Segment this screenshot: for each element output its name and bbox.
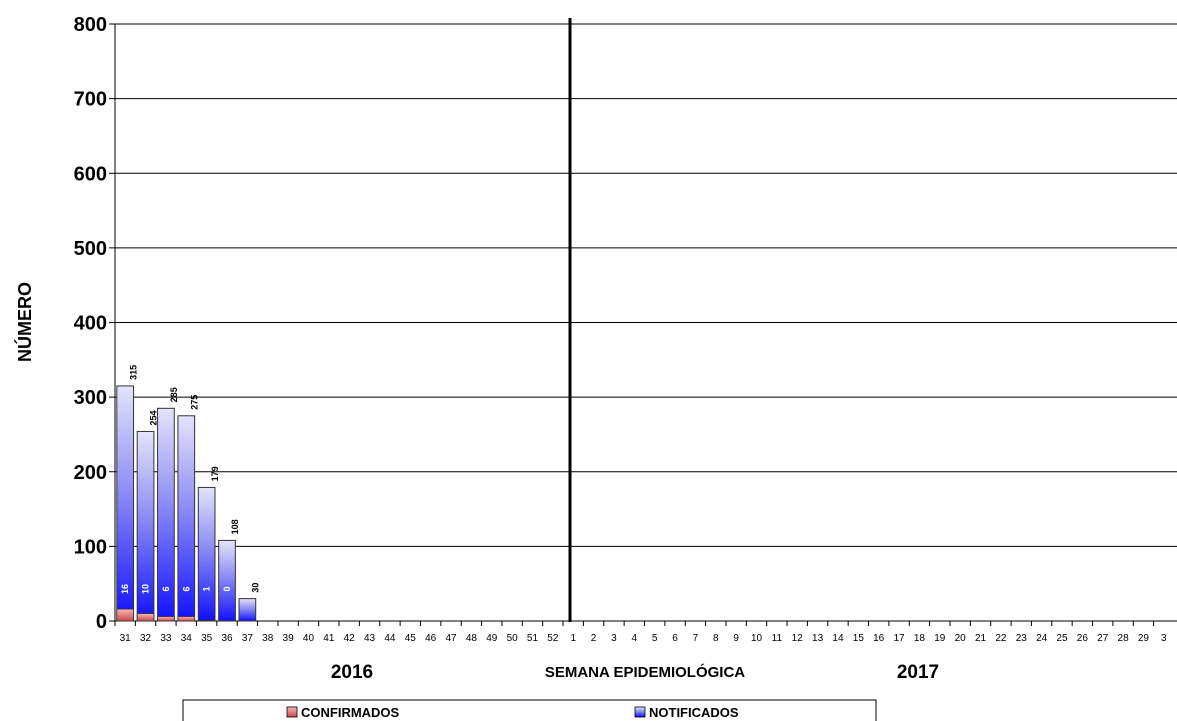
year-label-2017: 2017: [897, 662, 939, 683]
x-tick-label: 20: [955, 633, 967, 644]
data-label-notificados: 254: [149, 410, 159, 425]
x-tick-label: 47: [445, 633, 457, 644]
x-tick-label: 38: [262, 633, 274, 644]
x-tick-label: 43: [364, 633, 376, 644]
data-label-notificados: 315: [128, 365, 138, 380]
legend-swatch-confirmados: [286, 706, 298, 718]
gridlines: [114, 23, 1177, 622]
x-tick-label: 16: [873, 633, 885, 644]
data-label-confirmados: 0: [222, 586, 232, 591]
legend-swatch-notificados: [634, 706, 646, 718]
x-tick-label: 23: [1016, 633, 1028, 644]
x-axis-ticks: 31 32 33 34 35 36 37 38 39 40 41 42 43 44 45 46 47 48 49 50…: [114, 621, 1167, 644]
data-label-notificados: 30: [251, 583, 261, 593]
x-tick-label: 7: [693, 633, 699, 644]
x-tick-label: 34: [181, 633, 193, 644]
x-tick-label: 18: [914, 633, 926, 644]
x-tick-label: 28: [1118, 633, 1130, 644]
bar-notificados: [238, 598, 257, 622]
x-tick-label: 36: [221, 633, 233, 644]
data-label-notificados: 275: [189, 395, 199, 410]
x-tick-label: 29: [1138, 633, 1150, 644]
x-tick-label: 52: [547, 633, 559, 644]
data-label-notificados: 108: [230, 519, 240, 534]
bar-confirmados: [177, 616, 196, 622]
x-tick-label: 42: [344, 633, 356, 644]
bar-confirmados: [136, 613, 155, 622]
x-tick-label: 13: [812, 633, 824, 644]
year-label-2016: 2016: [331, 662, 373, 683]
x-tick-label: 24: [1036, 633, 1048, 644]
data-label-confirmados: 1: [202, 586, 212, 591]
legend-box: [182, 699, 877, 721]
y-tick-label: 500: [74, 238, 107, 260]
x-tick-label: 31: [120, 633, 132, 644]
data-label-confirmados: 6: [181, 586, 191, 591]
y-tick-label: 800: [74, 14, 107, 36]
x-tick-label: 9: [733, 633, 739, 644]
x-tick-label: 33: [160, 633, 172, 644]
x-tick-label: 4: [632, 633, 638, 644]
x-tick-label: 51: [527, 633, 539, 644]
x-tick-label: 26: [1077, 633, 1089, 644]
y-tick-label: 0: [96, 611, 107, 633]
x-tick-label: 35: [201, 633, 213, 644]
bar-confirmados: [197, 619, 216, 622]
x-tick-label: 3: [1161, 633, 1167, 644]
y-tick-label: 300: [74, 387, 107, 409]
x-tick-label: 17: [894, 633, 906, 644]
data-label-confirmados: 6: [161, 586, 171, 591]
x-tick-label: 1: [570, 633, 576, 644]
x-tick-label: 19: [934, 633, 946, 644]
x-tick-label: 40: [303, 633, 315, 644]
y-axis-ticks: 0 100 200 300 400 500 600 700 800: [74, 14, 115, 633]
x-tick-label: 25: [1056, 633, 1068, 644]
x-tick-label: 6: [672, 633, 678, 644]
x-tick-label: 15: [853, 633, 865, 644]
x-tick-label: 44: [384, 633, 396, 644]
legend: CONFIRMADOS NOTIFICADOS: [182, 699, 877, 721]
x-tick-label: 14: [832, 633, 844, 644]
x-tick-label: 37: [242, 633, 254, 644]
x-tick-label: 21: [975, 633, 987, 644]
bar-confirmados: [116, 608, 134, 622]
x-tick-label: 32: [140, 633, 152, 644]
x-tick-label: 41: [323, 633, 335, 644]
x-tick-label: 50: [507, 633, 519, 644]
x-tick-label: 22: [995, 633, 1007, 644]
x-tick-label: 49: [486, 633, 498, 644]
legend-label-confirmados: CONFIRMADOS: [301, 705, 400, 720]
x-axis-label: SEMANA EPIDEMIOLÓGICA: [545, 663, 745, 681]
data-label-confirmados: 10: [141, 584, 151, 594]
x-tick-label: 10: [751, 633, 763, 644]
bar-notificados: [218, 539, 236, 622]
legend-label-notificados: NOTIFICADOS: [649, 705, 739, 720]
x-tick-label: 5: [652, 633, 658, 644]
y-axis-label: NÚMERO: [14, 282, 35, 362]
x-tick-label: 27: [1097, 633, 1109, 644]
x-tick-label: 2: [591, 633, 597, 644]
y-tick-label: 700: [74, 89, 107, 111]
y-tick-label: 200: [74, 462, 107, 484]
data-label-notificados: 179: [210, 466, 220, 481]
x-tick-label: 11: [772, 633, 783, 644]
y-tick-label: 600: [74, 163, 107, 185]
x-tick-label: 46: [425, 633, 437, 644]
data-label-notificados: 285: [169, 387, 179, 402]
data-label-confirmados: 16: [120, 584, 130, 594]
y-tick-label: 100: [74, 536, 107, 558]
bar-notificados: [197, 486, 216, 622]
bar-confirmados: [157, 616, 175, 622]
y-tick-label: 400: [74, 313, 107, 335]
x-tick-label: 8: [713, 633, 719, 644]
x-tick-label: 48: [466, 633, 478, 644]
x-tick-label: 12: [792, 633, 804, 644]
x-tick-label: 45: [405, 633, 417, 644]
x-tick-label: 3: [611, 633, 617, 644]
x-tick-label: 39: [283, 633, 295, 644]
